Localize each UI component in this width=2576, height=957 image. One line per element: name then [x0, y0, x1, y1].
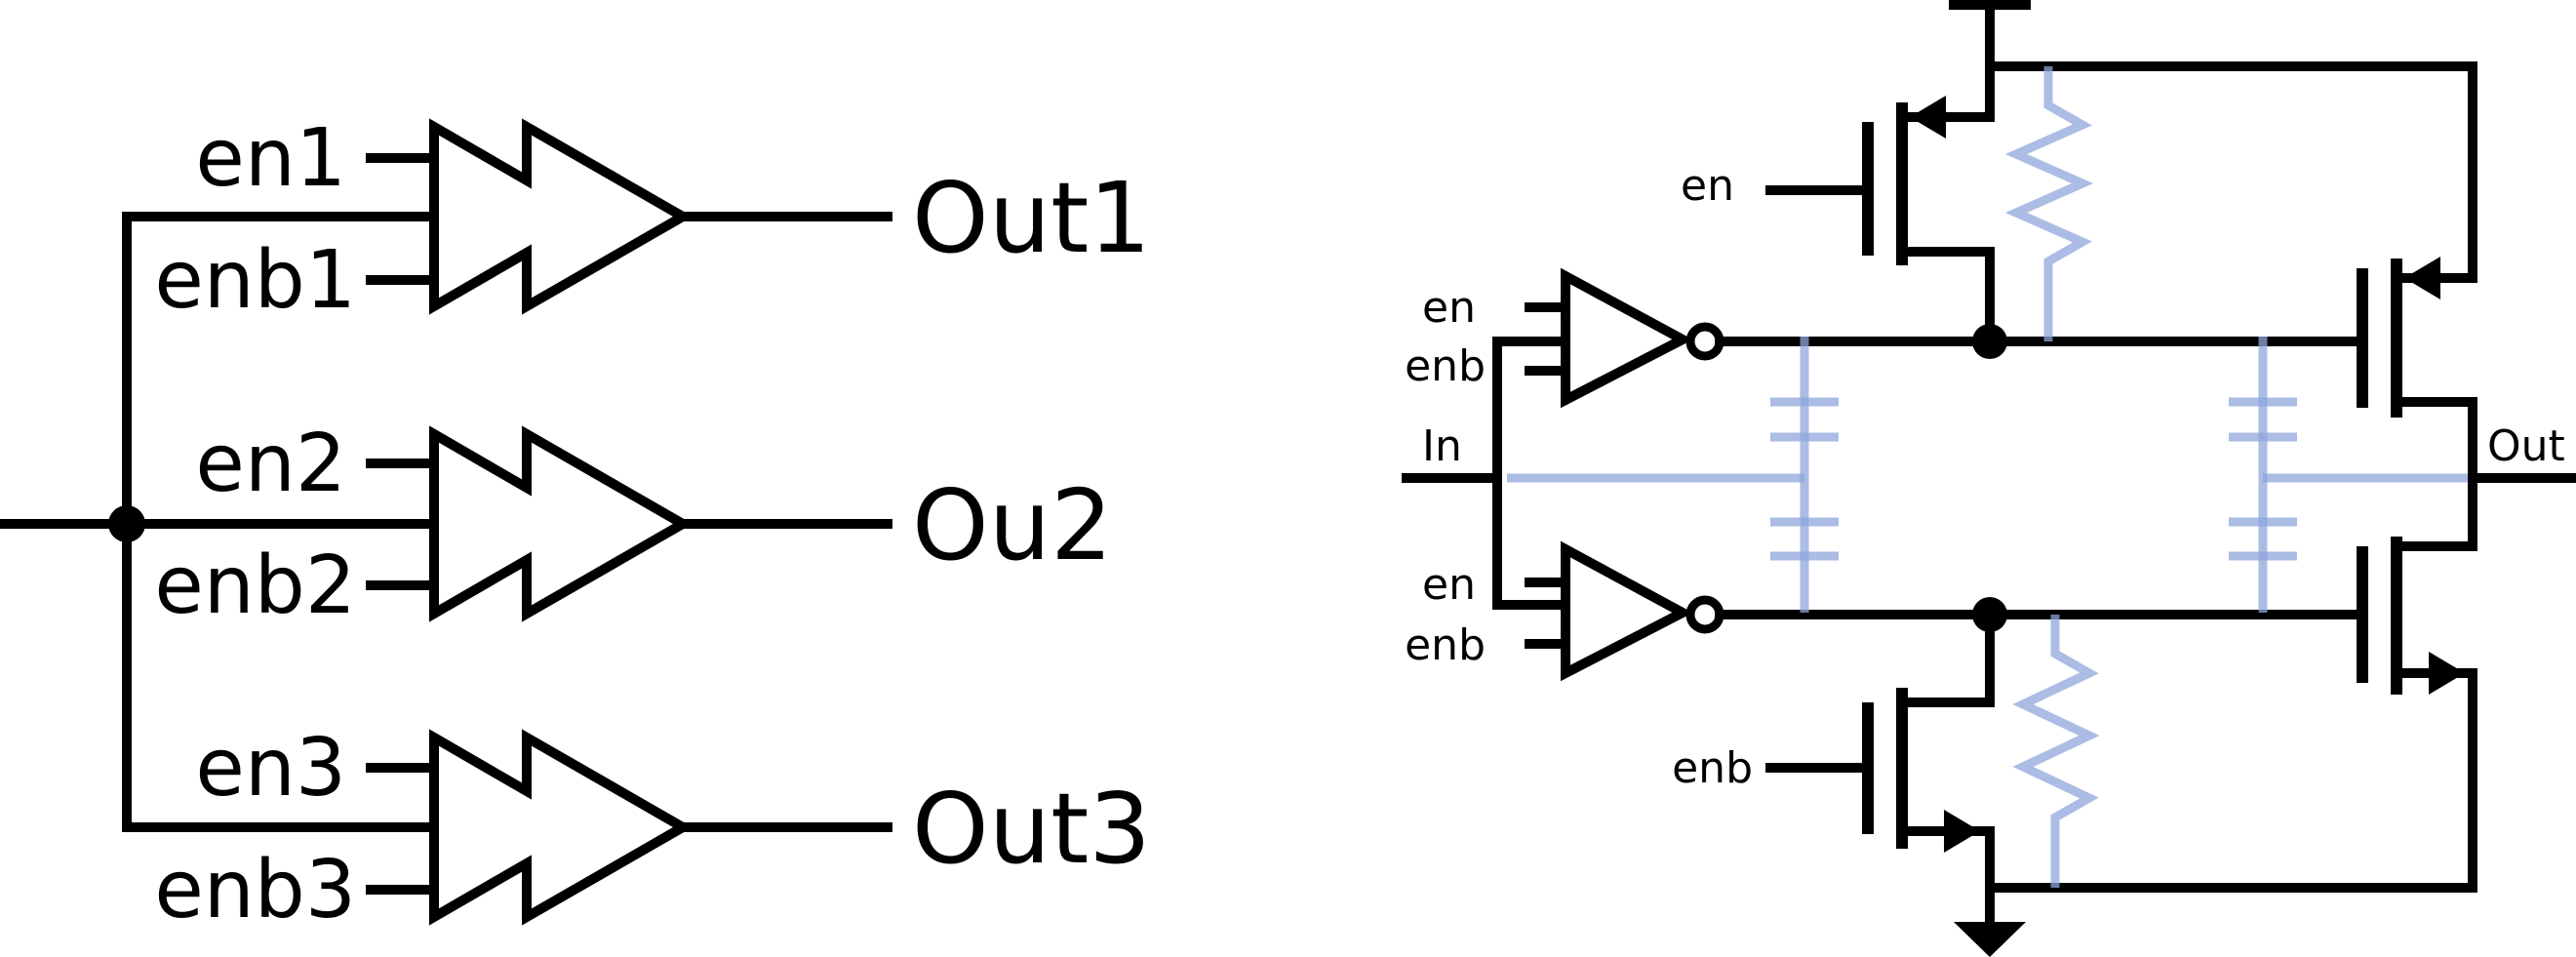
pulldown-parasitic-resistor — [2012, 615, 2100, 888]
output-label: Ou2 — [912, 468, 1113, 582]
output-pmos — [1985, 61, 2477, 546]
output-label: Out1 — [912, 161, 1151, 275]
output-label: Out3 — [912, 772, 1151, 886]
source-arrow — [2404, 257, 2440, 299]
tristate-buffer-3: en3 enb3 Out3 — [154, 722, 1151, 937]
buffer-symbol — [429, 118, 694, 315]
bus-junction-dot — [108, 505, 145, 542]
input-network: In — [1402, 337, 1565, 610]
en-label: en — [1422, 560, 1476, 610]
buffer-symbol — [429, 425, 694, 622]
drain-lead — [1897, 610, 1995, 707]
en-label: en2 — [195, 418, 346, 510]
source-arrow — [1944, 810, 1980, 853]
input-coupling-capacitor — [1770, 337, 1839, 613]
input-label: In — [1422, 421, 1462, 471]
tristate-buffer-bank: en1 enb1 Out1 en2 enb2 Ou2 en3 enb3 Out3 — [0, 112, 1151, 937]
drain-lead — [2392, 397, 2477, 546]
output-nmos — [1985, 473, 2477, 893]
drain-lead — [1897, 247, 1995, 346]
top-node-dot — [1972, 324, 2007, 359]
bottom-node-dot — [1972, 597, 2007, 632]
source-arrow — [1910, 96, 1946, 139]
pulldown-nmos: enb — [1672, 610, 2026, 957]
output-label: Out — [2487, 421, 2565, 471]
output-coupling-capacitor — [2229, 337, 2297, 613]
parasitic-elements — [1507, 66, 2468, 888]
transistor-level-circuit: In en enb en enb — [1402, 0, 2576, 957]
enb-label: enb2 — [154, 539, 356, 632]
bottom-inverter: en enb — [1405, 540, 2360, 682]
ground-symbol — [1954, 922, 2026, 957]
enb-label: enb — [1405, 341, 1486, 391]
en-label: en3 — [195, 722, 346, 815]
enb-label: enb — [1405, 620, 1486, 670]
enb-label: enb3 — [154, 844, 356, 937]
pullup-pmos: en — [1681, 0, 2031, 346]
buffer-symbol — [429, 729, 694, 926]
pullup-parasitic-resistor — [2004, 66, 2094, 341]
en-label: en — [1422, 283, 1476, 333]
inverter-symbol — [1561, 267, 1693, 409]
top-inverter: en enb — [1405, 267, 2360, 409]
enb-label: enb1 — [154, 234, 356, 327]
gate-label: en — [1681, 161, 1734, 211]
gate-label: enb — [1672, 743, 1753, 793]
tristate-buffer-2: en2 enb2 Ou2 — [154, 418, 1112, 632]
source-arrow — [2429, 652, 2465, 695]
drain-lead — [2392, 473, 2477, 551]
en-label: en1 — [195, 112, 346, 205]
tristate-buffer-1: en1 enb1 Out1 — [154, 112, 1151, 327]
inverter-symbol — [1561, 540, 1693, 682]
